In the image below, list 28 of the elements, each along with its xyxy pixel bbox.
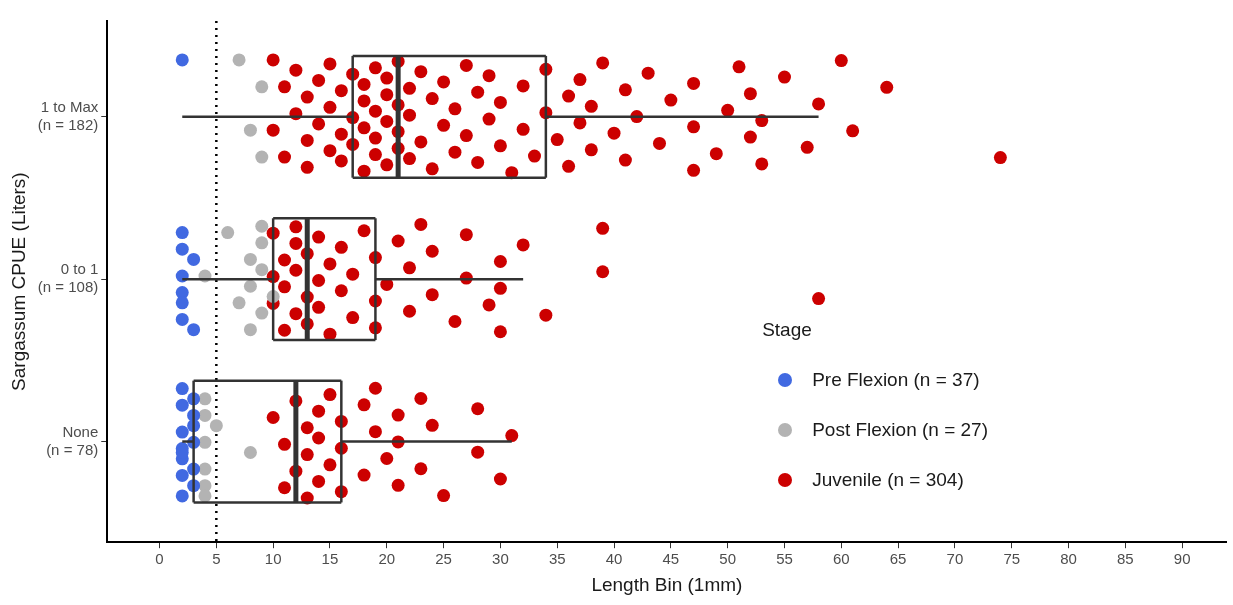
legend-label: Post Flexion (n = 27) <box>812 419 988 441</box>
x-tick-label: 15 <box>321 550 339 568</box>
x-tick-label: 10 <box>264 550 282 568</box>
legend-label: Pre Flexion (n = 37) <box>812 369 980 391</box>
x-tick-label: 5 <box>212 550 221 568</box>
x-tick-label: 35 <box>548 550 566 568</box>
legend-label: Juvenile (n = 304) <box>812 469 964 491</box>
y-tick-label: 0 to 1 (n = 108) <box>37 260 99 296</box>
x-axis-title: Length Bin (1mm) <box>591 573 743 595</box>
x-tick-label: 20 <box>378 550 396 568</box>
legend-title: Stage <box>762 319 813 341</box>
x-tick-label: 0 <box>155 550 164 568</box>
y-tick-label: None (n = 78) <box>46 422 99 458</box>
x-tick-label: 40 <box>605 550 623 568</box>
x-tick-label: 70 <box>946 550 964 568</box>
x-tick-label: 55 <box>776 550 793 568</box>
x-tick-label: 75 <box>1003 550 1021 568</box>
y-axis-title: Sargassum CPUE (Liters) <box>7 172 29 391</box>
x-tick-label: 25 <box>435 550 452 568</box>
x-tick-label: 50 <box>719 550 737 568</box>
x-tick-label: 90 <box>1173 550 1191 568</box>
x-tick-label: 60 <box>832 550 850 568</box>
x-tick-label: 45 <box>662 550 680 568</box>
x-tick-label: 65 <box>889 550 907 568</box>
x-tick-label: 30 <box>492 550 509 568</box>
x-tick-label: 85 <box>1117 550 1134 568</box>
y-tick-label: 1 to Max (n = 182) <box>37 97 99 133</box>
x-tick-label: 80 <box>1060 550 1077 568</box>
